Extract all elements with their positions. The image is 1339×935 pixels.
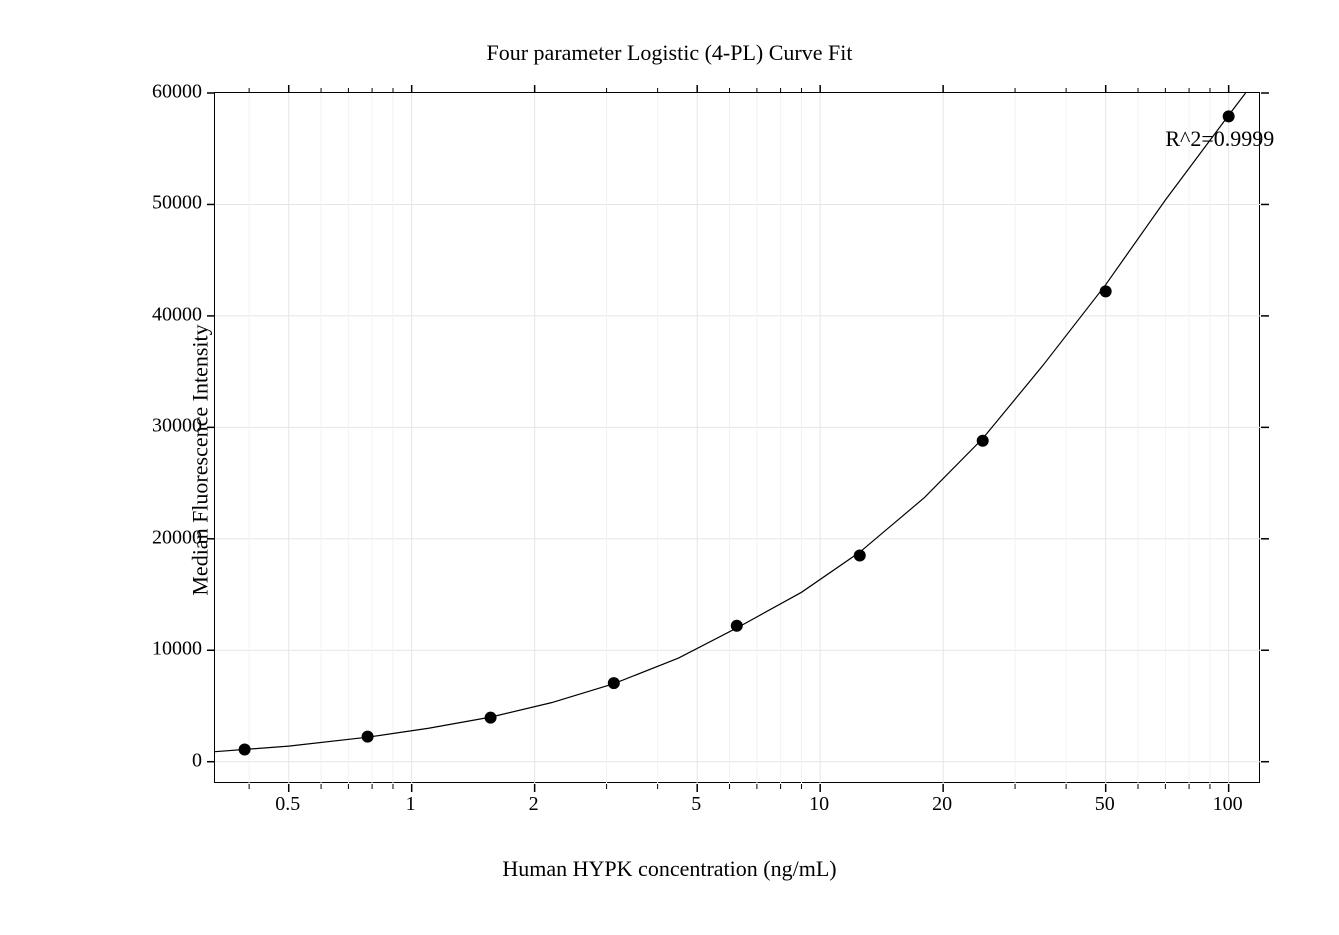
x-tick-label: 20: [932, 793, 952, 816]
x-tick-label: 1: [406, 793, 416, 816]
y-tick-label: 40000: [152, 303, 202, 326]
chart-container: Four parameter Logistic (4-PL) Curve Fit…: [0, 0, 1339, 935]
x-tick-label: 5: [691, 793, 701, 816]
data-point-marker: [608, 677, 620, 689]
x-axis-label: Human HYPK concentration (ng/mL): [0, 856, 1339, 882]
x-tick-label: 10: [809, 793, 829, 816]
data-point-marker: [485, 712, 497, 724]
data-point-marker: [1223, 110, 1235, 122]
chart-title: Four parameter Logistic (4-PL) Curve Fit: [0, 40, 1339, 66]
x-tick-label: 50: [1095, 793, 1115, 816]
data-layer: [215, 93, 1259, 782]
data-point-marker: [977, 435, 989, 447]
data-point-marker: [731, 620, 743, 632]
x-tick-label: 2: [529, 793, 539, 816]
data-point-marker: [239, 743, 251, 755]
y-tick-label: 60000: [152, 81, 202, 104]
data-point-marker: [854, 550, 866, 562]
y-axis-label: Median Fluorescence Intensity: [188, 324, 214, 595]
fitted-curve: [215, 93, 1246, 752]
y-tick-label: 10000: [152, 638, 202, 661]
y-tick-label: 0: [192, 749, 202, 772]
r-squared-annotation: R^2=0.9999: [1165, 126, 1274, 152]
data-point-marker: [1100, 285, 1112, 297]
x-tick-label: 0.5: [275, 793, 300, 816]
data-point-marker: [362, 731, 374, 743]
y-tick-label: 20000: [152, 526, 202, 549]
x-tick-label: 100: [1213, 793, 1243, 816]
y-tick-label: 50000: [152, 192, 202, 215]
plot-area: R^2=0.9999: [214, 92, 1260, 783]
y-tick-label: 30000: [152, 415, 202, 438]
